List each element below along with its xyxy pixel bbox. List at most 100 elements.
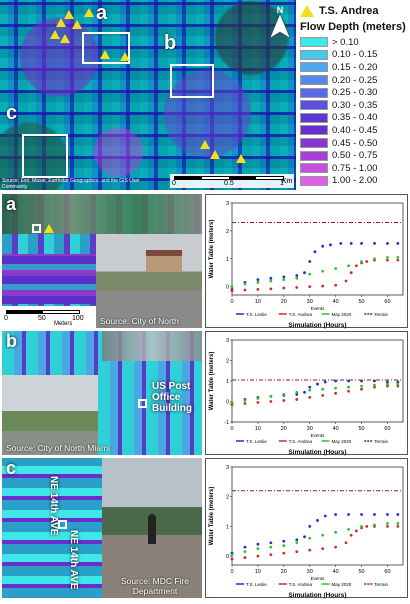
flood-depth-raster bbox=[0, 0, 296, 190]
y-tick-label: 3 bbox=[226, 338, 229, 344]
plot-area bbox=[231, 202, 404, 296]
data-point bbox=[334, 267, 338, 270]
data-point bbox=[386, 384, 389, 388]
data-point bbox=[269, 545, 273, 549]
legend-item-label: 0.20 - 0.25 bbox=[332, 74, 378, 86]
data-point bbox=[360, 524, 363, 528]
legend-label: T.S. Leslie bbox=[246, 312, 267, 317]
data-point bbox=[295, 550, 299, 554]
panel-a-map[interactable]: a Source: City of North Miami 0 50 100 M… bbox=[2, 194, 202, 328]
data-point bbox=[243, 282, 247, 286]
y-tick-label: 2 bbox=[226, 359, 229, 365]
street-photo bbox=[2, 375, 98, 455]
chart-b: 0 10 20 30 40 50 60 -1 0 1 2 3 Water Table (meters) S… bbox=[205, 331, 408, 456]
legend-item: 0.10 - 0.15 bbox=[300, 49, 406, 62]
y-tick-label: 0 bbox=[226, 400, 229, 406]
inset-box-b bbox=[170, 64, 214, 98]
x-tick-label: 40 bbox=[333, 569, 339, 575]
event-marker bbox=[210, 150, 220, 159]
data-point bbox=[334, 391, 338, 395]
scale-tick: 0 bbox=[172, 180, 176, 187]
event-marker bbox=[200, 140, 210, 149]
legend-items: > 0.10 0.10 - 0.15 0.15 - 0.20 0.20 - 0.25 0… bbox=[300, 36, 406, 187]
house-icon bbox=[146, 250, 182, 272]
x-tick-label: 60 bbox=[384, 569, 390, 575]
overview-scale-bar: 0 0.5 1 Km bbox=[170, 174, 294, 188]
street-photo bbox=[96, 234, 202, 328]
data-point bbox=[321, 244, 325, 248]
data-point bbox=[282, 275, 286, 279]
street-label: NE 14th AVE bbox=[48, 476, 59, 536]
data-point bbox=[308, 285, 312, 289]
data-point bbox=[303, 390, 306, 394]
data-point bbox=[323, 380, 327, 384]
legend-item-label: 0.50 - 0.75 bbox=[332, 150, 378, 162]
data-point bbox=[386, 524, 389, 528]
data-point bbox=[243, 399, 247, 402]
data-point bbox=[396, 380, 400, 384]
scale-tick: 1 bbox=[280, 180, 284, 187]
x-tick-label: 20 bbox=[281, 426, 287, 432]
location-marker bbox=[58, 520, 67, 529]
y-axis-label: Water Table (meters) bbox=[209, 220, 215, 279]
data-point bbox=[269, 553, 273, 557]
legend-swatch bbox=[300, 62, 328, 73]
legend-item: 0.75 - 1.00 bbox=[300, 162, 406, 175]
legend-item-label: > 0.10 bbox=[332, 36, 359, 48]
map-label-c: c bbox=[6, 102, 18, 124]
map-attribution: Source: Esri, Maxar, Earthstar Geographi… bbox=[2, 178, 140, 190]
person-figure bbox=[148, 514, 156, 544]
data-point bbox=[365, 524, 369, 528]
data-point bbox=[256, 288, 260, 291]
x-axis-label: Simulation (Hours) bbox=[288, 449, 346, 456]
data-point bbox=[396, 242, 400, 245]
overview-map[interactable]: a b c N 0 0.5 1 Km Source: Esri, Maxar, … bbox=[0, 0, 296, 190]
event-marker bbox=[60, 34, 70, 43]
data-point bbox=[321, 284, 325, 288]
legend-label: T.S. Leslie bbox=[246, 582, 267, 587]
legend-label: Terrain bbox=[374, 312, 388, 317]
y-axis-label: Water Table (meters) bbox=[209, 487, 215, 546]
inset-box-c bbox=[22, 134, 68, 178]
event-marker bbox=[84, 8, 94, 17]
x-tick-label: 50 bbox=[358, 299, 364, 305]
data-point bbox=[373, 385, 376, 389]
map-label-b: b bbox=[164, 32, 177, 54]
legend-item: 1.00 - 2.00 bbox=[300, 175, 406, 188]
legend-title: Events bbox=[311, 433, 326, 438]
legend-swatch bbox=[300, 175, 328, 186]
x-tick-label: 0 bbox=[230, 569, 233, 575]
data-point bbox=[308, 260, 312, 263]
data-point bbox=[256, 554, 260, 558]
building-annotation: US Post Office Building bbox=[152, 381, 192, 414]
data-point bbox=[386, 242, 389, 245]
legend-item: 0.40 - 0.45 bbox=[300, 124, 406, 137]
x-tick-label: 10 bbox=[255, 299, 261, 305]
street-label: NE 14th AVE bbox=[68, 530, 79, 590]
panel-b-map[interactable]: b US Post Office Building Source: City o… bbox=[2, 331, 202, 455]
event-marker bbox=[100, 50, 110, 59]
legend-item-label: 0.30 - 0.35 bbox=[332, 99, 378, 111]
data-point bbox=[396, 522, 400, 525]
data-point bbox=[360, 513, 363, 516]
legend-item-label: 0.40 - 0.45 bbox=[332, 124, 378, 136]
x-tick-label: 40 bbox=[333, 299, 339, 305]
legend-item: > 0.10 bbox=[300, 36, 406, 49]
x-axis-label: Simulation (Hours) bbox=[288, 592, 346, 599]
data-point bbox=[303, 271, 306, 275]
data-point bbox=[347, 513, 350, 516]
data-point bbox=[308, 548, 312, 552]
legend-swatch bbox=[300, 75, 328, 86]
legend-swatch bbox=[300, 87, 328, 98]
x-tick-label: 10 bbox=[255, 569, 261, 575]
x-tick-label: 50 bbox=[358, 569, 364, 575]
data-point bbox=[282, 286, 286, 290]
data-point bbox=[295, 286, 299, 289]
x-tick-label: 10 bbox=[255, 426, 261, 432]
panel-c-map[interactable]: c NE 14th AVE NE 14th AVE Source: MDC Fi… bbox=[2, 458, 202, 598]
legend-swatch bbox=[300, 37, 328, 48]
data-point bbox=[243, 545, 247, 549]
legend-event-label: T.S. Andrea bbox=[319, 5, 379, 17]
legend-item-label: 0.45 - 0.50 bbox=[332, 137, 378, 149]
data-point bbox=[347, 385, 350, 389]
